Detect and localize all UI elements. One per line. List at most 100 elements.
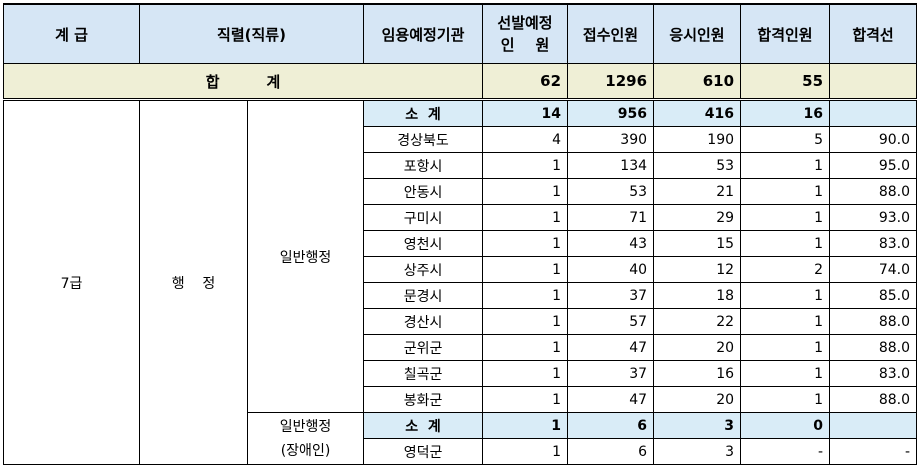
cutoff-cell: 88.0 bbox=[829, 386, 918, 413]
org-cell: 포항시 bbox=[363, 152, 484, 179]
group1-name: 일반행정 bbox=[246, 99, 365, 413]
group1-subtotal-applied: 956 bbox=[567, 99, 655, 127]
group2-name-line1: 일반행정 bbox=[279, 418, 332, 435]
attended-cell: 190 bbox=[653, 126, 742, 153]
attended-cell: 18 bbox=[653, 282, 742, 309]
selected-cell: 1 bbox=[482, 256, 569, 283]
group2-subtotal-applied: 6 bbox=[567, 412, 655, 439]
header-series: 직렬(직류) bbox=[138, 3, 365, 64]
applied-cell: 390 bbox=[567, 126, 655, 153]
applied-cell: 47 bbox=[567, 386, 655, 413]
selected-cell: 1 bbox=[482, 308, 569, 335]
selected-cell: 4 bbox=[482, 126, 569, 153]
attended-cell: 29 bbox=[653, 204, 742, 231]
header-cutoff: 합격선 bbox=[829, 3, 918, 64]
header-org: 임용예정기관 bbox=[363, 3, 484, 64]
applied-cell: 47 bbox=[567, 334, 655, 361]
applied-cell: 37 bbox=[567, 360, 655, 387]
attended-cell: 22 bbox=[653, 308, 742, 335]
cutoff-cell: - bbox=[829, 438, 918, 465]
org-cell: 영덕군 bbox=[363, 438, 484, 465]
applied-cell: 37 bbox=[567, 282, 655, 309]
group2-subtotal-selected: 1 bbox=[482, 412, 569, 439]
org-cell: 문경시 bbox=[363, 282, 484, 309]
table-row: 구미시 1 71 29 1 93.0 bbox=[4, 204, 918, 231]
group1-subtotal-attended: 416 bbox=[653, 99, 742, 127]
total-passed: 55 bbox=[740, 63, 831, 100]
total-row: 합 계 62 1296 610 55 bbox=[2, 63, 918, 100]
passed-cell: 1 bbox=[740, 386, 831, 413]
passed-cell: 2 bbox=[740, 256, 831, 283]
exam-results-table: 계 급 직렬(직류) 임용예정기관 선발예정 인 원 접수인원 응시인원 합격인… bbox=[2, 3, 918, 465]
header-applied: 접수인원 bbox=[567, 3, 655, 64]
group1-subtotal-cutoff bbox=[829, 99, 918, 127]
table-row: 영덕군 1 6 3- - bbox=[4, 438, 918, 465]
attended-cell: 15 bbox=[653, 230, 742, 257]
attended-cell: 20 bbox=[653, 334, 742, 361]
cutoff-cell: 83.0 bbox=[829, 360, 918, 387]
passed-cell: 1 bbox=[740, 360, 831, 387]
table-row: 봉화군 1 47 20 1 88.0 bbox=[4, 386, 918, 413]
table-row: 칠곡군 1 37 16 1 83.0 bbox=[4, 360, 918, 387]
passed-cell: 5 bbox=[740, 126, 831, 153]
passed-cell: 1 bbox=[740, 178, 831, 205]
table-row: 군위군 1 47 20 1 88.0 bbox=[4, 334, 918, 361]
passed-cell: 1 bbox=[740, 282, 831, 309]
table-row: 상주시 1 40 12 2 74.0 bbox=[4, 256, 918, 283]
selected-cell: 1 bbox=[482, 360, 569, 387]
group1-subtotal-row: 7급 행 정 일반행정 소 계 14 956 416 16 bbox=[3, 99, 918, 465]
cutoff-cell: 83.0 bbox=[829, 230, 918, 257]
attended-cell: 3 bbox=[653, 438, 742, 465]
applied-cell: 6 bbox=[567, 438, 655, 465]
attended-cell: 21 bbox=[653, 178, 742, 205]
header-selected: 선발예정 인 원 bbox=[482, 3, 569, 64]
group1-subtotal-label: 소 계 bbox=[363, 99, 484, 127]
header-selected-line2: 인 원 bbox=[500, 36, 550, 54]
group2-subtotal-passed: 0 bbox=[740, 412, 831, 439]
org-cell: 경산시 bbox=[363, 308, 484, 335]
series-cell: 행 정 bbox=[139, 99, 248, 465]
group2-subtotal-label: 소 계 bbox=[363, 412, 484, 439]
group2-subtotal-attended: 3 bbox=[653, 412, 742, 439]
cutoff-cell: 88.0 bbox=[829, 308, 918, 335]
passed-cell: 1 bbox=[740, 204, 831, 231]
selected-cell: 1 bbox=[482, 204, 569, 231]
applied-cell: 71 bbox=[567, 204, 655, 231]
org-cell: 상주시 bbox=[363, 256, 484, 283]
table-row: 경산시 1 57 22 1 88.0 bbox=[4, 308, 918, 335]
passed-cell: 1 bbox=[740, 152, 831, 179]
org-cell: 구미시 bbox=[363, 204, 484, 231]
selected-cell: 1 bbox=[482, 178, 569, 205]
passed-cell: 1 bbox=[740, 334, 831, 361]
org-cell: 군위군 bbox=[363, 334, 484, 361]
cutoff-cell: 85.0 bbox=[829, 282, 918, 309]
total-cutoff bbox=[829, 63, 918, 100]
passed-cell: - bbox=[740, 438, 831, 465]
table-row: 경상북도 4 390 190 5 90.0 bbox=[4, 126, 918, 153]
passed-cell: 1 bbox=[740, 308, 831, 335]
group2-name: 일반행정 (장애인) bbox=[246, 412, 365, 465]
selected-cell: 1 bbox=[482, 438, 569, 465]
header-passed: 합격인원 bbox=[740, 3, 831, 64]
org-cell: 영천시 bbox=[363, 230, 484, 257]
applied-cell: 43 bbox=[567, 230, 655, 257]
applied-cell: 40 bbox=[567, 256, 655, 283]
applied-cell: 53 bbox=[567, 178, 655, 205]
org-cell: 칠곡군 bbox=[363, 360, 484, 387]
attended-cell: 16 bbox=[653, 360, 742, 387]
total-applied: 1296 bbox=[567, 63, 655, 100]
org-cell: 봉화군 bbox=[363, 386, 484, 413]
attended-cell: 53 bbox=[653, 152, 742, 179]
header-row: 계 급 직렬(직류) 임용예정기관 선발예정 인 원 접수인원 응시인원 합격인… bbox=[3, 3, 918, 64]
group1-subtotal-passed: 16 bbox=[740, 99, 831, 127]
cutoff-cell: 88.0 bbox=[829, 334, 918, 361]
applied-cell: 134 bbox=[567, 152, 655, 179]
selected-cell: 1 bbox=[482, 152, 569, 179]
table-row: 영천시 1 43 15 1 83.0 bbox=[4, 230, 918, 257]
selected-cell: 1 bbox=[482, 334, 569, 361]
selected-cell: 1 bbox=[482, 230, 569, 257]
selected-cell: 1 bbox=[482, 282, 569, 309]
header-selected-line1: 선발예정 bbox=[497, 14, 553, 32]
applied-cell: 57 bbox=[567, 308, 655, 335]
